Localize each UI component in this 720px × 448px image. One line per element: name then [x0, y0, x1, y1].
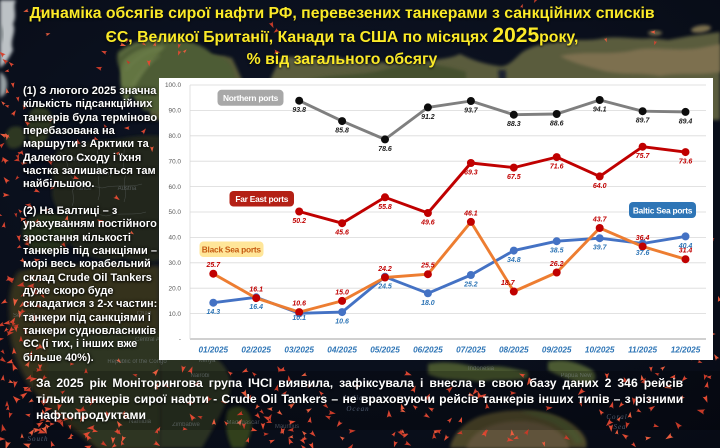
svg-text:49.6: 49.6	[420, 220, 435, 227]
svg-text:South: South	[28, 435, 49, 443]
svg-text:Zimbabwe: Zimbabwe	[172, 422, 200, 428]
svg-text:40.4: 40.4	[678, 243, 693, 250]
svg-text:38.5: 38.5	[550, 248, 564, 255]
svg-text:85.8: 85.8	[335, 128, 349, 135]
svg-text:67.5: 67.5	[507, 174, 521, 181]
svg-text:Namibia: Namibia	[129, 419, 152, 425]
svg-text:Austria: Austria	[118, 186, 137, 192]
svg-text:91.2: 91.2	[421, 114, 435, 121]
svg-text:Baltic Sea ports: Baltic Sea ports	[633, 205, 693, 215]
svg-text:25.7: 25.7	[205, 262, 221, 269]
svg-text:14.3: 14.3	[206, 309, 220, 316]
svg-text:18.7: 18.7	[501, 280, 516, 287]
svg-text:20.0: 20.0	[169, 285, 182, 292]
svg-text:Madagascar: Madagascar	[226, 420, 259, 426]
svg-text:15.0: 15.0	[335, 289, 349, 296]
svg-text:12/2025: 12/2025	[671, 346, 701, 355]
svg-text:46.1: 46.1	[463, 210, 478, 217]
svg-text:69.3: 69.3	[464, 170, 478, 177]
svg-text:Mauritius: Mauritius	[275, 424, 299, 430]
svg-text:70.0: 70.0	[169, 158, 182, 165]
svg-text:09/2025: 09/2025	[542, 346, 572, 355]
svg-text:60.0: 60.0	[169, 184, 182, 191]
svg-text:03/2025: 03/2025	[284, 346, 314, 355]
svg-text:Northern ports: Northern ports	[223, 93, 279, 103]
svg-text:05/2025: 05/2025	[370, 346, 400, 355]
svg-text:40.0: 40.0	[169, 235, 182, 242]
svg-text:Republic of the Congo: Republic of the Congo	[107, 359, 167, 365]
svg-text:France: France	[73, 186, 92, 192]
svg-text:07/2025: 07/2025	[456, 346, 486, 355]
svg-text:Kenya: Kenya	[198, 358, 216, 364]
svg-text:04/2025: 04/2025	[327, 346, 357, 355]
svg-text:34.8: 34.8	[507, 257, 521, 264]
svg-text:89.4: 89.4	[679, 118, 693, 125]
svg-text:02/2025: 02/2025	[241, 346, 271, 355]
svg-text:Indian: Indian	[343, 394, 368, 402]
svg-text:Ocean: Ocean	[346, 405, 369, 413]
svg-text:10/2025: 10/2025	[585, 346, 615, 355]
svg-text:39.7: 39.7	[593, 245, 608, 252]
svg-text:50.2: 50.2	[292, 218, 306, 225]
svg-text:78.6: 78.6	[378, 146, 392, 153]
svg-text:Far East ports: Far East ports	[235, 194, 288, 204]
svg-text:11/2025: 11/2025	[628, 346, 657, 355]
svg-text:43.7: 43.7	[592, 217, 608, 224]
svg-text:Sea: Sea	[613, 423, 626, 431]
svg-text:Coral: Coral	[606, 413, 627, 421]
svg-text:24.5: 24.5	[377, 283, 392, 290]
svg-text:93.8: 93.8	[292, 107, 306, 114]
svg-text:10.1: 10.1	[292, 315, 306, 322]
svg-text:16.4: 16.4	[249, 304, 263, 311]
svg-text:36.4: 36.4	[636, 235, 650, 242]
svg-text:10.6: 10.6	[292, 301, 306, 308]
svg-text:Nairobi: Nairobi	[190, 373, 209, 379]
svg-text:-: -	[179, 336, 181, 343]
svg-text:Central Afr.: Central Afr.	[135, 337, 165, 343]
svg-text:31.4: 31.4	[679, 248, 693, 255]
svg-text:25.5: 25.5	[420, 263, 435, 270]
svg-text:25.2: 25.2	[463, 282, 478, 289]
svg-text:18.0: 18.0	[421, 300, 435, 307]
svg-text:Germany: Germany	[88, 171, 113, 177]
svg-text:30.0: 30.0	[169, 260, 182, 267]
svg-text:55.8: 55.8	[378, 204, 392, 211]
svg-text:Indonesia: Indonesia	[468, 366, 495, 372]
svg-text:73.6: 73.6	[679, 159, 693, 166]
svg-text:26.2: 26.2	[549, 261, 564, 268]
svg-text:75.7: 75.7	[636, 153, 651, 160]
svg-text:80.0: 80.0	[169, 133, 182, 140]
svg-text:64.0: 64.0	[593, 183, 607, 190]
svg-text:71.6: 71.6	[550, 164, 564, 171]
svg-text:Papua New: Papua New	[560, 373, 592, 379]
svg-text:10.6: 10.6	[335, 319, 349, 326]
svg-text:Senegal: Senegal	[13, 313, 35, 319]
svg-text:United Kingdom: United Kingdom	[50, 157, 93, 163]
svg-text:88.3: 88.3	[507, 121, 521, 128]
svg-text:50.0: 50.0	[169, 209, 182, 216]
svg-text:45.6: 45.6	[334, 230, 349, 237]
svg-text:06/2025: 06/2025	[413, 346, 443, 355]
svg-text:01/2025: 01/2025	[198, 346, 228, 355]
svg-text:89.7: 89.7	[636, 118, 651, 125]
svg-text:93.7: 93.7	[464, 108, 479, 115]
svg-text:Chad: Chad	[137, 311, 151, 317]
svg-text:10.0: 10.0	[169, 311, 182, 318]
svg-text:24.2: 24.2	[377, 266, 392, 273]
svg-text:88.6: 88.6	[550, 121, 564, 128]
svg-text:100.0: 100.0	[165, 82, 181, 89]
svg-text:90.0: 90.0	[169, 108, 182, 115]
svg-text:Black Sea ports: Black Sea ports	[202, 245, 262, 255]
svg-text:94.1: 94.1	[593, 107, 607, 114]
svg-text:37.6: 37.6	[636, 250, 650, 257]
svg-text:08/2025: 08/2025	[499, 346, 529, 355]
svg-text:16.1: 16.1	[249, 287, 263, 294]
